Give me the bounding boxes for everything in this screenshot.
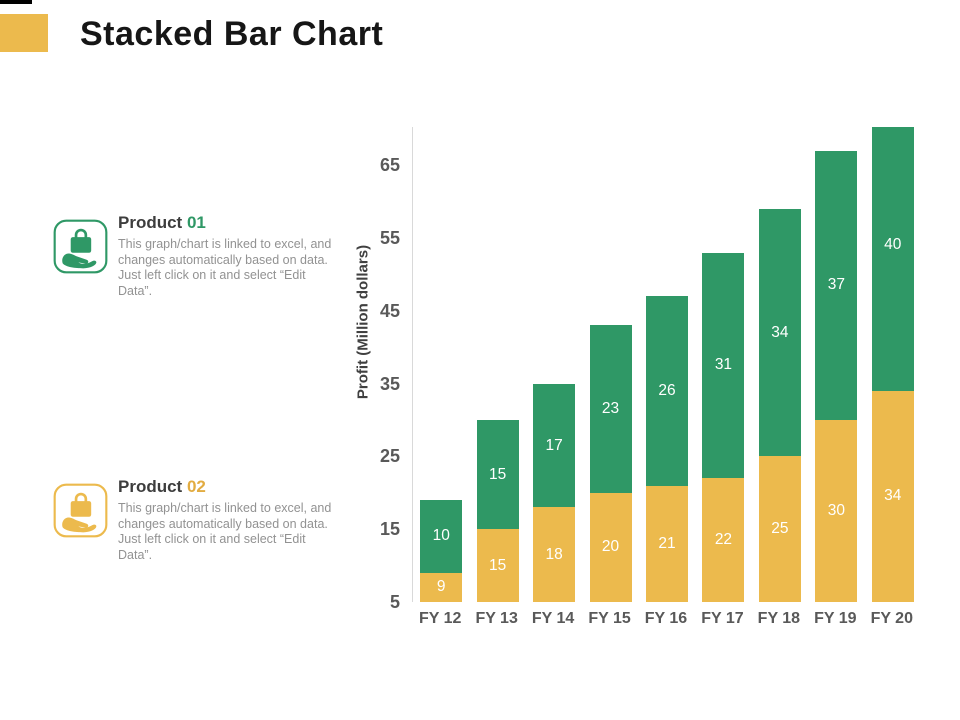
stacked-bar-fy-17[interactable]: 22 31	[702, 252, 745, 602]
x-category-label: FY 14	[531, 610, 575, 627]
legend-product-word: Product	[118, 213, 183, 232]
y-tick-label: 5	[389, 592, 400, 612]
stacked-bar-fy-15[interactable]: 20 23	[589, 325, 632, 602]
bar-segment-product-02[interactable]: 25	[758, 456, 801, 602]
bar-segment-product-02[interactable]: 21	[646, 485, 688, 602]
page-title: Stacked Bar Chart	[80, 15, 384, 53]
legend-description: This graph/chart is linked to excel, and…	[118, 501, 332, 562]
y-tick-label: 65	[379, 155, 400, 176]
legend-product-word: Product	[118, 477, 183, 496]
bar-segment-product-01[interactable]: 17	[533, 383, 576, 508]
x-category-label: FY 16	[644, 610, 688, 627]
legend-title: Product 02	[118, 477, 343, 497]
bar-segment-product-01[interactable]: 10	[420, 500, 463, 573]
stacked-bar-fy-20[interactable]: 34 40	[871, 127, 914, 602]
stacked-bar-fy-12[interactable]: 9 10	[420, 500, 463, 602]
bar-value-label: 18	[545, 545, 563, 563]
y-tick-label: 55	[379, 228, 400, 248]
y-tick-label: 15	[379, 519, 400, 540]
bar-value-label: 25	[771, 520, 789, 538]
legend-description: This graph/chart is linked to excel, and…	[118, 237, 332, 298]
legend-title: Product 01	[118, 213, 343, 233]
x-category-label: FY 19	[814, 610, 857, 627]
bar-value-label: 9	[436, 578, 446, 596]
legend-product-number: 02	[186, 477, 206, 496]
bar-value-label: 37	[827, 276, 845, 294]
x-category-label: FY 20	[870, 610, 913, 627]
bar-segment-product-02[interactable]: 20	[589, 492, 632, 602]
stacked-bar-fy-16[interactable]: 21 26	[646, 296, 688, 602]
bar-value-label: 15	[489, 465, 507, 483]
x-category-label: FY 13	[475, 610, 518, 627]
bar-segment-product-01[interactable]: 40	[871, 127, 914, 391]
bar-value-label: 34	[771, 323, 789, 341]
bar-value-label: 22	[714, 531, 733, 549]
stacked-bar-fy-13[interactable]: 15 15	[476, 420, 519, 602]
bar-segment-product-01[interactable]: 34	[758, 208, 801, 457]
legend-product-02[interactable]: Product 02 This graph/chart is linked to…	[51, 477, 343, 563]
legend-product-01[interactable]: Product 01 This graph/chart is linked to…	[51, 213, 343, 299]
bar-value-label: 31	[714, 356, 733, 374]
bar-segment-product-01[interactable]: 26	[646, 296, 688, 486]
bar-value-label: 17	[545, 436, 563, 454]
bar-segment-product-02[interactable]: 34	[871, 390, 914, 602]
bar-value-label: 26	[658, 381, 676, 399]
bar-value-label: 21	[658, 534, 676, 552]
bar-segment-product-01[interactable]: 37	[815, 150, 858, 421]
y-tick-label: 25	[379, 446, 400, 467]
x-category-label: FY 12	[419, 610, 462, 627]
bar-value-label: 40	[884, 236, 902, 254]
bar-value-label: 10	[432, 527, 450, 545]
stacked-bar-fy-19[interactable]: 30 37	[815, 150, 858, 602]
top-corner-mark	[0, 0, 32, 4]
stacked-bar-fy-18[interactable]: 25 34	[758, 208, 801, 602]
plot-area[interactable]: 9 10 15 15 18 17 20 23 21 26 22 31 25 34 30 37 34 40	[412, 127, 920, 602]
x-category-label: FY 18	[757, 610, 801, 627]
title-accent-square	[0, 14, 48, 52]
hand-holding-bag-icon	[51, 218, 110, 275]
bar-value-label: 15	[489, 556, 507, 574]
legend-product-number: 01	[186, 213, 206, 232]
bar-segment-product-02[interactable]: 9	[420, 572, 463, 602]
y-tick-label: 45	[379, 300, 400, 321]
stacked-bar-fy-14[interactable]: 18 17	[533, 383, 576, 602]
bar-value-label: 30	[827, 502, 845, 519]
x-category-label: FY 15	[588, 610, 631, 627]
bar-segment-product-02[interactable]: 30	[815, 420, 858, 602]
bar-value-label: 20	[601, 538, 620, 556]
y-tick-label: 35	[379, 373, 400, 394]
bar-segment-product-01[interactable]: 23	[589, 325, 632, 493]
bar-segment-product-02[interactable]: 15	[476, 529, 519, 602]
bar-segment-product-01[interactable]: 15	[476, 420, 519, 530]
bar-value-label: 23	[601, 400, 620, 418]
bar-segment-product-01[interactable]: 31	[702, 252, 745, 479]
bar-value-label: 34	[884, 487, 902, 505]
x-category-label: FY 17	[701, 610, 744, 627]
bar-segment-product-02[interactable]: 22	[702, 478, 745, 602]
hand-holding-bag-icon	[51, 482, 110, 539]
bar-segment-product-02[interactable]: 18	[533, 507, 576, 602]
